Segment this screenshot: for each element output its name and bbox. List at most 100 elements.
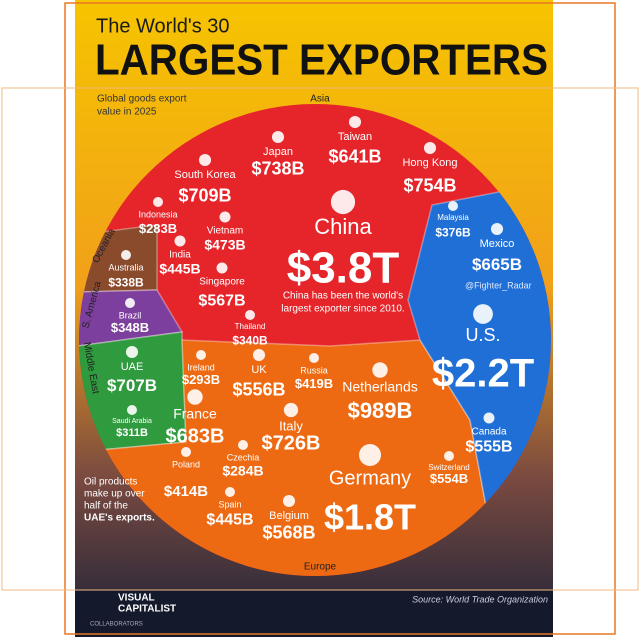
flag bbox=[483, 412, 495, 424]
country-value: $683B bbox=[166, 425, 225, 447]
region-label: Europe bbox=[304, 562, 337, 573]
country-value: $284B bbox=[222, 463, 263, 479]
subtitle: Global goods export bbox=[97, 94, 187, 105]
flag bbox=[448, 201, 458, 211]
watermark: @Fighter_Radar bbox=[465, 280, 532, 290]
country-value: $293B bbox=[182, 372, 220, 387]
footer-bar bbox=[75, 590, 553, 637]
flag bbox=[225, 487, 235, 497]
flag bbox=[423, 141, 437, 155]
country-value: $445B bbox=[206, 511, 253, 528]
flag bbox=[444, 451, 454, 461]
country-name: Czechia bbox=[227, 452, 260, 462]
flag bbox=[359, 444, 381, 466]
uae-note: Oil products bbox=[84, 477, 137, 488]
country-value: $555B bbox=[465, 438, 512, 455]
country-value: $473B bbox=[204, 237, 245, 253]
flag bbox=[283, 402, 299, 418]
country-value: $641B bbox=[328, 146, 381, 166]
flag bbox=[127, 405, 137, 415]
country-name: Saudi Arabia bbox=[112, 418, 152, 425]
country-value: $311B bbox=[116, 427, 148, 439]
countries: Japan$738B Taiwan $641B Hong Kong $754B South… bbox=[107, 115, 534, 542]
flag bbox=[490, 222, 504, 236]
country-value: $419B bbox=[295, 376, 333, 391]
country-name: Singapore bbox=[199, 277, 245, 288]
flag bbox=[125, 298, 135, 308]
flag bbox=[309, 353, 319, 363]
country-name: Japan bbox=[263, 146, 293, 158]
country-name: Thailand bbox=[235, 322, 266, 331]
brand: VISUAL bbox=[118, 593, 155, 604]
flag bbox=[372, 362, 388, 378]
collaborators: COLLABORATORS bbox=[90, 622, 143, 628]
country-name: Switzerland bbox=[428, 463, 469, 472]
country-value: $707B bbox=[107, 376, 157, 395]
country-value: $754B bbox=[403, 175, 456, 195]
country-value: $726B bbox=[262, 432, 321, 454]
country-name: U.S. bbox=[465, 325, 500, 345]
country-name: Netherlands bbox=[342, 379, 418, 395]
country-name: UK bbox=[251, 364, 267, 376]
subtitle: value in 2025 bbox=[97, 107, 157, 118]
frame bbox=[64, 2, 616, 635]
country-value: $283B bbox=[139, 221, 177, 236]
country-value: $709B bbox=[178, 185, 231, 205]
region-label: Asia bbox=[310, 94, 330, 105]
country-value: $340B bbox=[232, 334, 268, 348]
flag bbox=[330, 189, 356, 215]
flag bbox=[187, 389, 203, 405]
country-value: $2.2T bbox=[432, 352, 534, 396]
country-value: $445B bbox=[159, 261, 200, 277]
country-name: France bbox=[173, 406, 217, 422]
country-name: Poland bbox=[172, 459, 200, 469]
country-name: South Korea bbox=[174, 169, 236, 181]
country-value: $556B bbox=[232, 379, 285, 399]
country-value: $414B bbox=[164, 483, 208, 500]
country-value: $376B bbox=[435, 226, 471, 240]
country-value: $348B bbox=[111, 320, 149, 335]
frame bbox=[1, 87, 639, 591]
flag bbox=[125, 345, 139, 359]
china-note: China has been the world's bbox=[283, 291, 403, 302]
flag bbox=[196, 350, 206, 360]
country-name: India bbox=[169, 250, 191, 261]
country-value: $738B bbox=[251, 158, 304, 178]
country-name: Russia bbox=[300, 365, 328, 375]
country-value: $568B bbox=[262, 522, 315, 542]
country-name: Italy bbox=[279, 418, 303, 433]
flag bbox=[181, 447, 191, 457]
flag bbox=[271, 130, 285, 144]
brand: CAPITALIST bbox=[118, 604, 176, 615]
flag bbox=[252, 348, 266, 362]
flag bbox=[216, 262, 228, 274]
flag bbox=[153, 197, 163, 207]
country-value: $338B bbox=[108, 276, 144, 290]
country-name: Taiwan bbox=[338, 131, 372, 143]
uae-note: UAE's exports. bbox=[84, 513, 155, 524]
uae-note: make up over bbox=[84, 489, 145, 500]
country-name: UAE bbox=[121, 361, 144, 373]
flag bbox=[121, 250, 131, 260]
flag bbox=[245, 310, 255, 320]
country-name: Hong Kong bbox=[402, 157, 457, 169]
flag bbox=[238, 440, 248, 450]
country-name: Canada bbox=[471, 427, 506, 438]
country-name: Vietnam bbox=[207, 226, 244, 237]
flag bbox=[282, 494, 296, 508]
country-name: Indonesia bbox=[138, 209, 177, 219]
country-name: Ireland bbox=[187, 362, 215, 372]
country-name: Australia bbox=[108, 262, 143, 272]
title: LARGEST EXPORTERS bbox=[95, 36, 548, 85]
country-value: $554B bbox=[430, 471, 468, 486]
source: Source: World Trade Organization bbox=[412, 594, 548, 604]
country-name: Brazil bbox=[119, 310, 142, 320]
country-value: $665B bbox=[472, 255, 522, 274]
country-name: Malaysia bbox=[437, 213, 469, 222]
country-name: China bbox=[314, 214, 372, 239]
flag bbox=[174, 235, 186, 247]
flag bbox=[198, 153, 212, 167]
flag bbox=[219, 211, 231, 223]
china-note: largest exporter since 2010. bbox=[281, 304, 404, 315]
